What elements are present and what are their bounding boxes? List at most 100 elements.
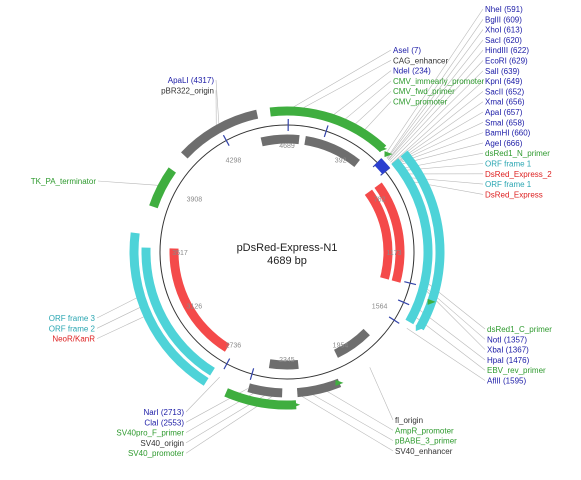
site-marker [222, 134, 230, 147]
label-orf-frame-2: ORF frame 2 [49, 324, 96, 333]
label-smai-658-: SmaI (658) [485, 118, 525, 127]
label-hindiii-622-: HindIII (622) [485, 46, 529, 55]
label-sali-639-: SalI (639) [485, 67, 520, 76]
leader-line [388, 50, 484, 161]
direction-arrow [379, 145, 388, 152]
label-orf-frame-1: ORF frame 1 [485, 160, 532, 169]
tick-label: 1564 [372, 304, 388, 311]
leader-line [387, 29, 484, 159]
site-marker [223, 358, 231, 370]
leader-line [384, 8, 484, 156]
leader-line [97, 180, 162, 186]
feature-dsred-express-2 [364, 189, 393, 280]
tick-label: 392 [335, 157, 347, 164]
tick-label: 3517 [172, 250, 188, 257]
direction-arrow [427, 298, 436, 305]
label-bamhi-660-: BamHI (660) [485, 129, 531, 138]
leader-line [390, 70, 484, 163]
label-fl-origin: fl_origin [395, 416, 423, 425]
plasmid-name: pDsRed-Express-N1 [237, 242, 338, 254]
label-ebv-rev-primer: EBV_rev_primer [487, 366, 546, 375]
leader-line [387, 39, 484, 160]
mcs-cluster-marker [374, 158, 390, 175]
site-marker [388, 316, 400, 324]
site-marker [397, 299, 410, 306]
label-xmai-656-: XmaI (656) [485, 98, 525, 107]
leader-line [389, 60, 484, 162]
label-bglii-609-: BglII (609) [485, 15, 522, 24]
annotation-labels: NheI (591)BglII (609) XhoI (613)SacI (620… [31, 5, 552, 458]
backbone-circle [159, 124, 415, 380]
label-apai-657-: ApaI (657) [485, 108, 523, 117]
feature-sv40-ori-block [247, 383, 283, 398]
leader-line [288, 49, 392, 111]
site-marker [404, 281, 417, 286]
leader-line [96, 314, 149, 339]
feature-cag-enhancer [260, 134, 300, 147]
label-ecori-629-: EcoRI (629) [485, 57, 528, 66]
tick-label: 4298 [226, 157, 242, 164]
feature-orf-frame-3 [129, 232, 209, 386]
feature-neor-kanr [169, 248, 230, 352]
leader-line [297, 393, 394, 452]
feature-orf-frame-2 [141, 247, 215, 376]
label-sacii-652-: SacII (652) [485, 87, 524, 96]
label-dsred-express-2: DsRed_Express_2 [485, 170, 552, 179]
label-dsred-express: DsRed_Express [485, 190, 543, 199]
feature-ampr-promoter-block [296, 378, 342, 398]
feature-cmv-enhancer-block [304, 136, 360, 167]
leader-line [308, 392, 394, 441]
tick-label: 2345 [279, 357, 295, 364]
tick-label: 1173 [386, 250, 401, 257]
position-ticks: 4689 392 782 1173 1564 1954 2345 2736 3126 3517 39… [172, 143, 401, 364]
feature-orf-frame-1 [400, 150, 445, 331]
direction-arrow [292, 401, 301, 408]
label-nari-2713-: NarI (2713) [144, 408, 185, 417]
leader-line [352, 90, 392, 127]
label-aflii-1595-: AflII (1595) [487, 377, 526, 386]
label-xbai-1367-: XbaI (1367) [487, 346, 529, 355]
label-orf-frame-3: ORF frame 3 [49, 314, 96, 323]
label-kpni-649-: KpnI (649) [485, 77, 523, 86]
leader-line [401, 176, 484, 185]
leader-line [391, 80, 484, 164]
label-pbabe-3-primer: pBABE_3_primer [395, 437, 457, 446]
label-noti-1357-: NotI (1357) [487, 335, 527, 344]
feature-dsred-express [374, 182, 405, 283]
label-sv40-enhancer: SV40_enhancer [395, 447, 453, 456]
feature-orf-frame-1b [391, 158, 433, 325]
direction-arrow [335, 379, 344, 386]
tick-label: 2736 [226, 343, 242, 350]
leader-line [96, 295, 142, 319]
leader-line [406, 327, 486, 381]
direction-arrow [415, 324, 424, 331]
label-sv40pro-f-primer: SV40pro_F_primer [116, 429, 184, 438]
feature-sv40-promoter [224, 388, 297, 410]
leader-line [323, 388, 394, 431]
leader-line [185, 376, 220, 413]
label-orf-frame-1: ORF frame 1 [485, 180, 532, 189]
leader-line [330, 70, 392, 118]
label-pbr322-origin: pBR322_origin [161, 86, 214, 95]
label-sv40-promoter: SV40_promoter [128, 449, 184, 458]
tick-label: 3126 [187, 304, 203, 311]
tick-label: 3908 [187, 196, 203, 203]
label-asei-7-: AseI (7) [393, 46, 421, 55]
label-apali-4317-: ApaLI (4317) [168, 76, 215, 85]
feature-cmv-promoter [269, 106, 387, 153]
feature-fl-origin [334, 328, 370, 358]
leader-line [386, 19, 484, 159]
label-tk-pa-terminator: TK_PA_terminator [31, 177, 97, 186]
leader-line [403, 179, 484, 195]
leader-line [342, 80, 392, 122]
leader-line [96, 304, 145, 329]
site-marker [249, 368, 255, 381]
label-clai-2553-: ClaI (2553) [144, 418, 184, 427]
feature-pbr322-origin [181, 109, 259, 159]
label-cag-enhancer: CAG_enhancer [393, 56, 448, 65]
label-dsred1-c-primer: dsRed1_C_primer [487, 325, 552, 334]
label-saci-620-: SacI (620) [485, 36, 522, 45]
label-nhei-591-: NheI (591) [485, 5, 523, 14]
feature-tk-pa-terminator [149, 167, 176, 209]
